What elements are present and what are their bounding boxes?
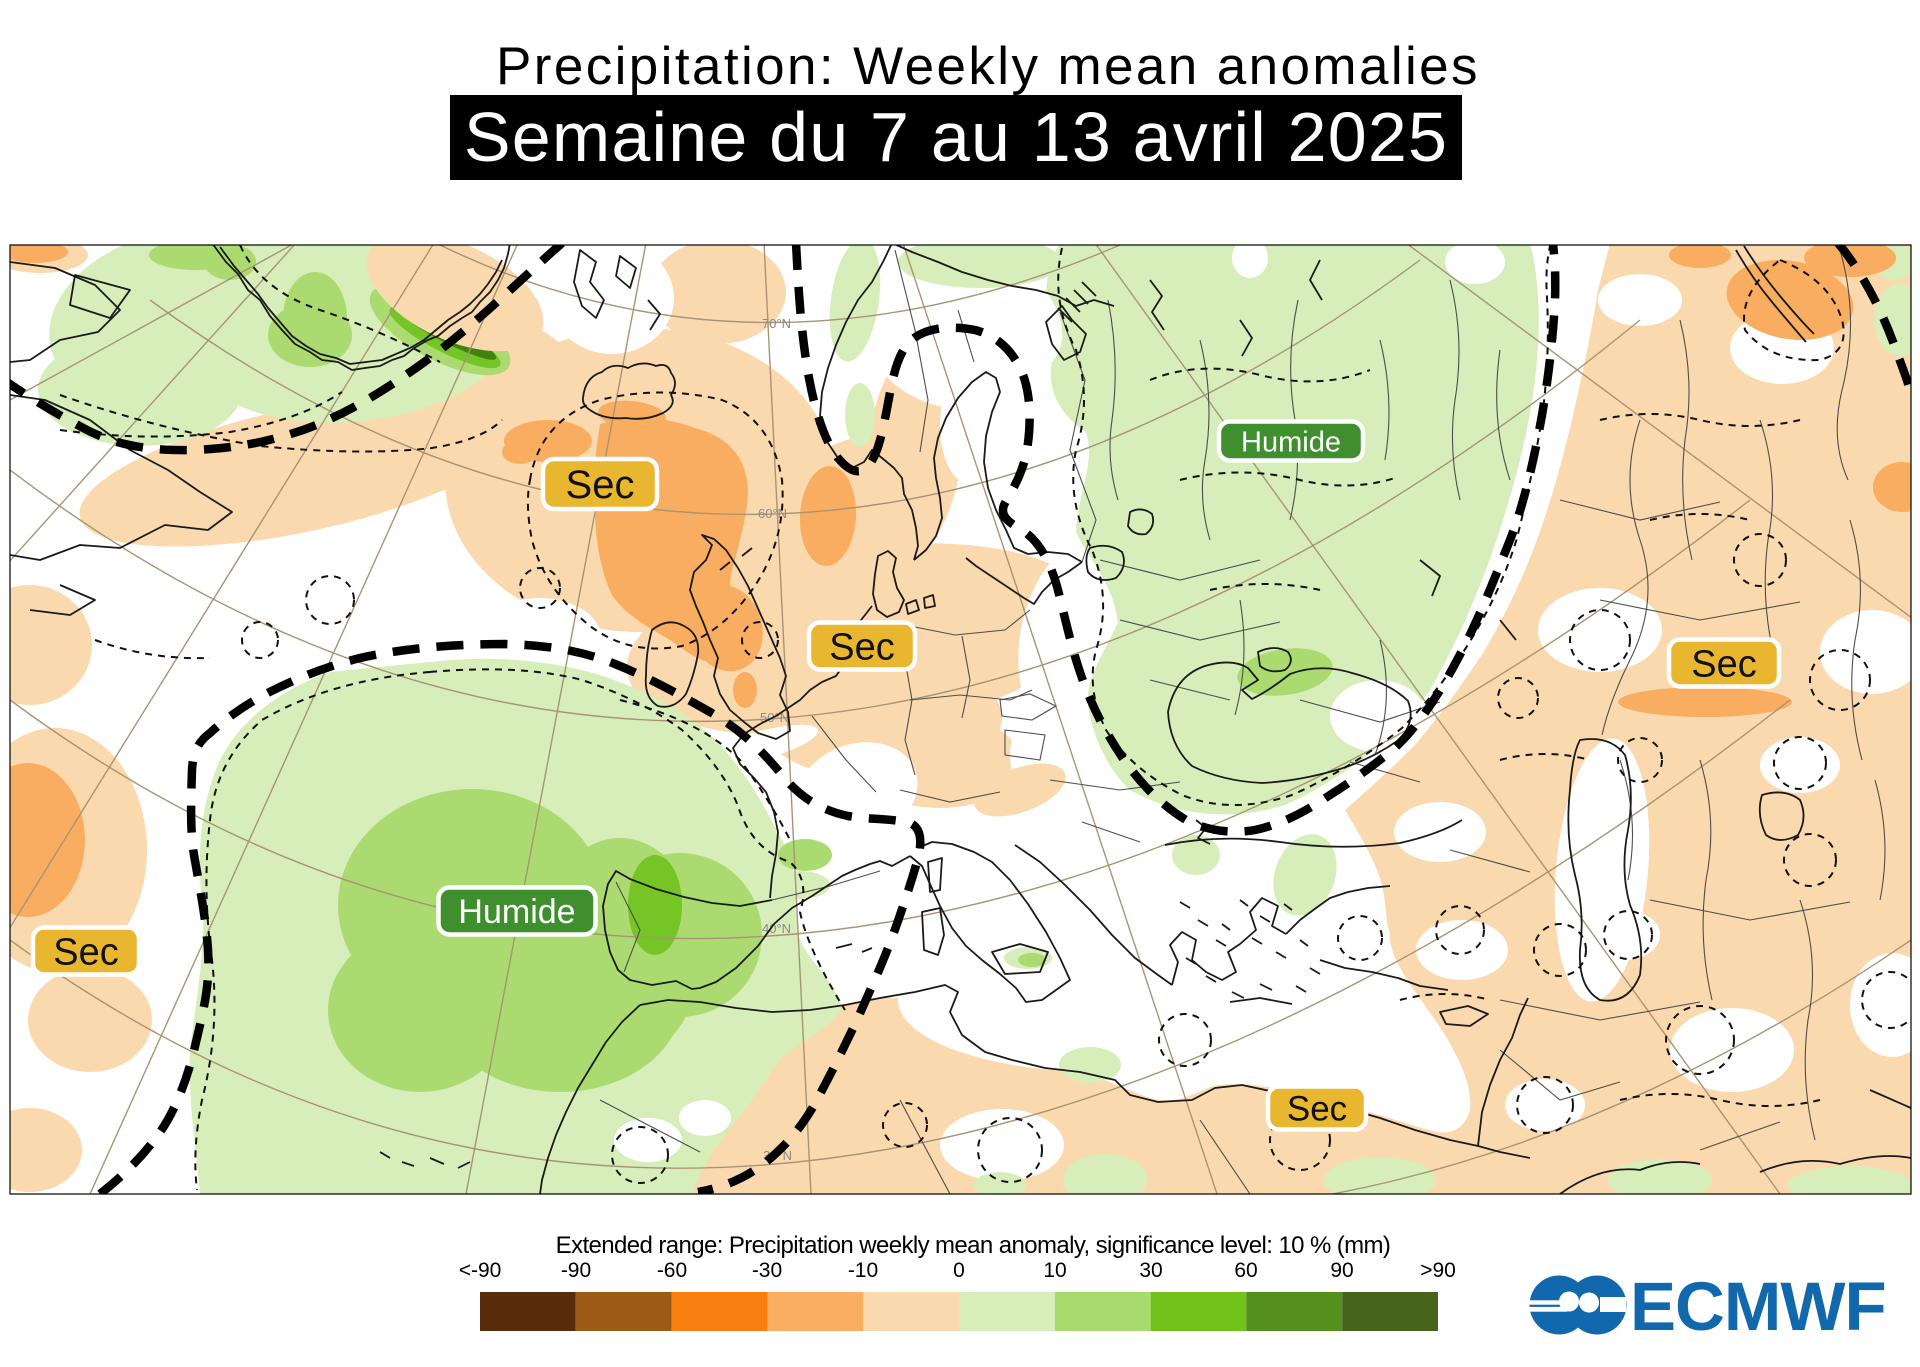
svg-text:ECMWF: ECMWF (1630, 1268, 1886, 1345)
svg-text:70°N: 70°N (762, 316, 791, 331)
svg-text:Humide: Humide (1241, 426, 1341, 458)
svg-text:Sec: Sec (53, 932, 118, 974)
svg-text:40°N: 40°N (762, 921, 791, 936)
svg-text:Sec: Sec (1691, 644, 1756, 686)
svg-text:Sec: Sec (829, 627, 894, 669)
svg-text:Sec: Sec (566, 463, 635, 507)
svg-text:Sec: Sec (1287, 1089, 1347, 1128)
svg-text:60°N: 60°N (758, 506, 787, 521)
svg-text:Humide: Humide (458, 893, 575, 931)
